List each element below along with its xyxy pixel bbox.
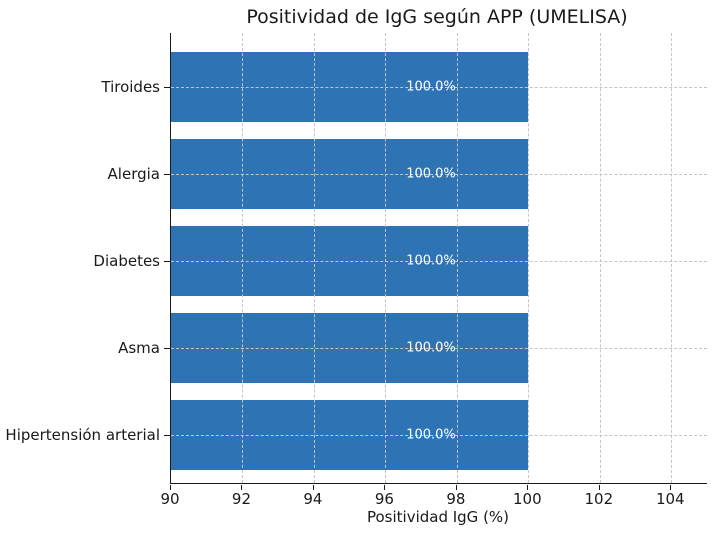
x-tick-mark [598, 484, 600, 490]
y-category-label-asma: Asma [118, 339, 160, 357]
gridline-y-alergia [171, 174, 707, 175]
x-tick-label-104: 104 [655, 490, 685, 508]
bar-value-label: 100.0% [406, 79, 456, 95]
x-tick-mark [384, 484, 386, 490]
plot-area: 100.0% 100.0% 100.0% 100.0% 100.0% [170, 33, 707, 484]
gridline-y-tiroides [171, 87, 707, 88]
x-tick-label-92: 92 [231, 490, 251, 508]
gridline-x-98 [456, 33, 458, 483]
y-tick-mark [164, 348, 170, 349]
y-category-label-diabetes: Diabetes [93, 252, 160, 270]
gridline-y-diabetes [171, 261, 707, 262]
y-tick-mark [164, 87, 170, 88]
x-tick-label-94: 94 [303, 490, 323, 508]
y-category-label-hipertension-arterial: Hipertensión arterial [5, 426, 160, 444]
gridline-x-92 [242, 33, 244, 483]
bar-value-label: 100.0% [406, 253, 456, 269]
x-tick-label-100: 100 [513, 490, 542, 508]
gridline-x-102 [599, 33, 601, 483]
x-tick-label-96: 96 [374, 490, 394, 508]
y-tick-mark [164, 435, 170, 436]
x-tick-label-98: 98 [446, 490, 466, 508]
gridline-x-94 [313, 33, 315, 483]
gridline-y-hipertension-arterial [171, 435, 707, 436]
x-axis-label: Positividad IgG (%) [366, 508, 510, 526]
x-tick-mark [170, 484, 171, 490]
y-category-label-alergia: Alergia [107, 165, 160, 183]
bar-value-label: 100.0% [406, 340, 456, 356]
chart-title: Positividad de IgG según APP (UMELISA) [246, 6, 628, 28]
y-tick-mark [164, 261, 170, 262]
bar-value-label: 100.0% [406, 166, 456, 182]
x-tick-label-90: 90 [160, 490, 180, 508]
gridline-x-104 [671, 33, 673, 483]
gridline-y-asma [171, 348, 707, 349]
x-tick-mark [241, 484, 243, 490]
x-tick-mark [527, 484, 529, 490]
y-category-label-tiroides: Tiroides [101, 78, 160, 96]
gridline-x-96 [385, 33, 387, 483]
x-tick-mark [455, 484, 457, 490]
bar-value-label: 100.0% [406, 427, 456, 443]
gridline-x-100 [528, 33, 530, 483]
x-tick-label-102: 102 [584, 490, 614, 508]
x-tick-mark [312, 484, 314, 490]
y-tick-mark [164, 174, 170, 175]
x-tick-mark [670, 484, 672, 490]
